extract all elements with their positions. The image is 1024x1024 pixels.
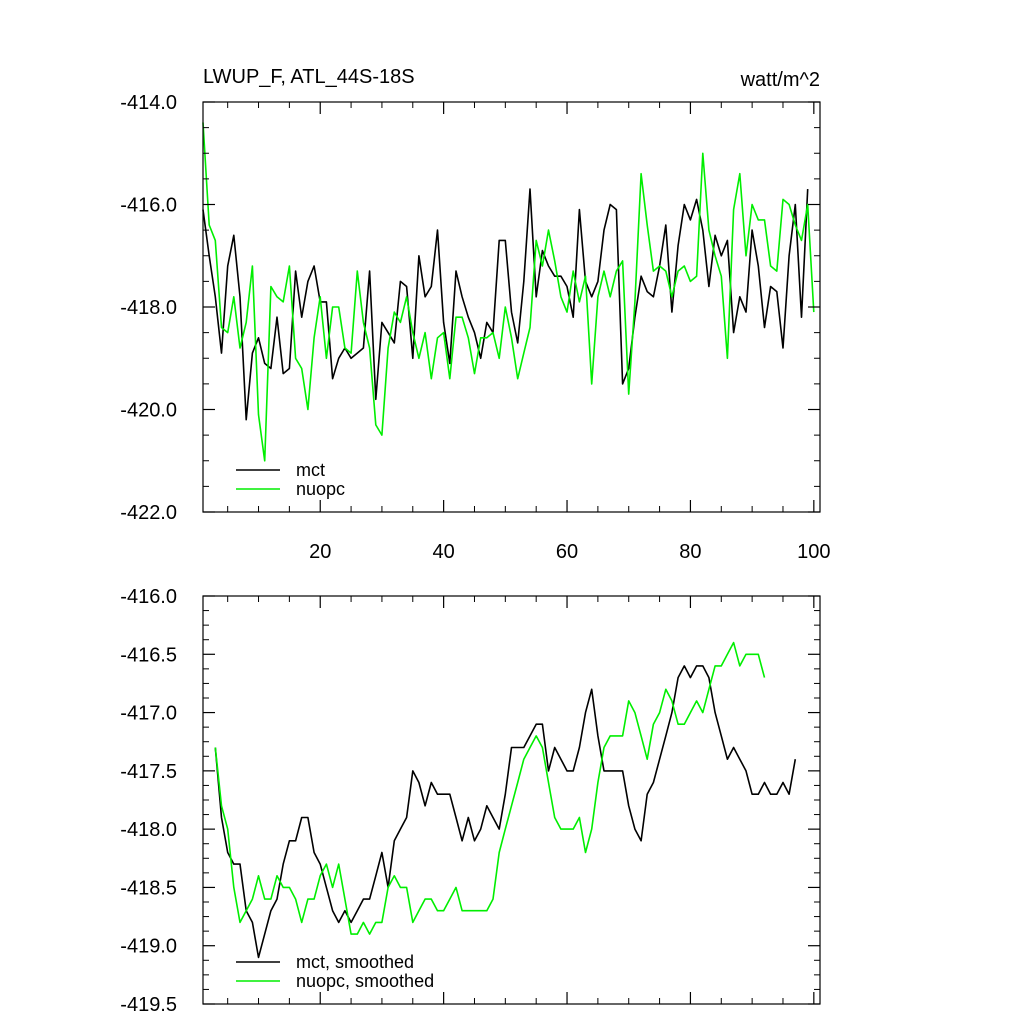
legend-label: nuopc, smoothed (296, 971, 434, 991)
top-axes: -414.0 -416.0 -418.0 -420.0 -422.0 20 40 60 80 10… (120, 92, 830, 563)
plot-frame (202, 595, 821, 1005)
y-tick-label: -414.0 (120, 92, 177, 114)
series-line-nuopc (202, 122, 815, 462)
x-tick-label: 20 (309, 541, 331, 563)
x-tick-label: 40 (433, 541, 455, 563)
series-line-nuopc-smoothed (214, 641, 766, 935)
top-panel: LWUP_F, ATL_44S-18S watt/m^2 -414.0 -416.… (120, 66, 830, 563)
y-tick-label: -416.0 (120, 586, 177, 608)
legend-label: mct (296, 460, 325, 480)
legend-label: mct, smoothed (296, 952, 414, 972)
units-label: watt/m^2 (740, 69, 820, 91)
y-tick-label: -418.0 (120, 819, 177, 841)
bottom-panel: -416.0 -416.5 -417.0 -417.5 -418.0 -418.5 -419… (120, 586, 821, 1016)
series-line-mct (202, 188, 809, 421)
bottom-axes: -416.0 -416.5 -417.0 -417.5 -418.0 -418.5 -419… (120, 586, 821, 1016)
series-line-mct-smoothed (214, 665, 797, 959)
y-tick-label: -420.0 (120, 400, 177, 422)
y-tick-label: -419.0 (120, 936, 177, 958)
top-series (202, 122, 815, 462)
y-tick-label: -416.0 (120, 195, 177, 217)
chart-title: LWUP_F, ATL_44S-18S (203, 66, 415, 88)
y-tick-label: -418.0 (120, 297, 177, 319)
bottom-series (214, 641, 797, 959)
y-tick-label: -422.0 (120, 502, 177, 524)
y-tick-label: -417.0 (120, 703, 177, 725)
y-tick-label: -419.5 (120, 994, 177, 1016)
y-tick-label: -418.5 (120, 877, 177, 899)
x-tick-label: 100 (797, 541, 830, 563)
x-tick-label: 60 (556, 541, 578, 563)
y-tick-label: -416.5 (120, 644, 177, 666)
x-tick-label: 80 (679, 541, 701, 563)
legend-label: nuopc (296, 479, 345, 499)
y-tick-label: -417.5 (120, 761, 177, 783)
